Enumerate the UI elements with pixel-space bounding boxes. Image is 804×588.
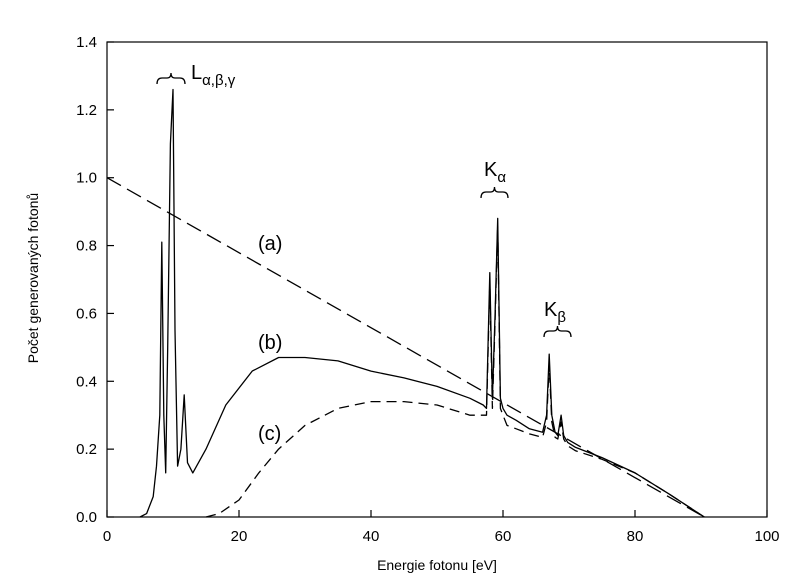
- brace-k-alpha: [480, 186, 509, 199]
- y-tick-label: 1.4: [76, 34, 97, 51]
- annotations-layer: (a) (b) (c) Lα,β,γ Kα Kβ: [156, 62, 572, 445]
- y-axis-title: Počet generovaných fotonů: [25, 193, 41, 363]
- y-tick-label: 0.2: [76, 441, 97, 458]
- y-tick-label: 0.6: [76, 305, 97, 322]
- y-tick-label: 0.4: [76, 373, 97, 390]
- annotation-ka: Kα: [484, 159, 506, 186]
- y-tick-label: 1.0: [76, 170, 97, 187]
- x-tick-label: 40: [363, 528, 380, 545]
- series-c-line: [205, 224, 705, 518]
- y-tick-label: 0.0: [76, 509, 97, 526]
- brace-k-beta: [543, 325, 572, 338]
- plot-frame: [106, 41, 768, 518]
- y-tick-label: 1.2: [76, 102, 97, 119]
- x-axis-title: Energie fotonu [eV]: [377, 557, 497, 573]
- x-tick-label: 60: [495, 528, 512, 545]
- annotation-a: (a): [258, 233, 282, 255]
- series-layer: [106, 88, 705, 518]
- series-b-line: [139, 88, 705, 518]
- x-tick-label: 0: [103, 528, 111, 545]
- x-tick-label: 100: [754, 528, 779, 545]
- annotation-c: (c): [258, 423, 281, 445]
- annotation-kb: Kβ: [544, 299, 566, 326]
- x-tick-label: 80: [627, 528, 644, 545]
- annotation-b: (b): [258, 332, 282, 354]
- annotation-l: Lα,β,γ: [191, 62, 236, 89]
- y-tick-label: 0.8: [76, 238, 97, 255]
- ticks-layer: 0 20 40 60 80 100 0.0 0.2 0.4 0.6 0.8 1.0 1.2 1.4: [76, 34, 779, 545]
- x-tick-label: 20: [231, 528, 248, 545]
- brace-l-lines: [156, 72, 186, 85]
